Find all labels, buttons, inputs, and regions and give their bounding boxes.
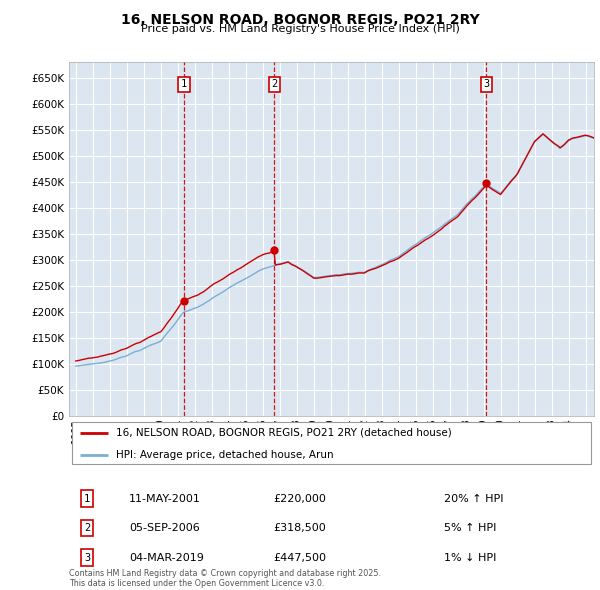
Text: 16, NELSON ROAD, BOGNOR REGIS, PO21 2RY: 16, NELSON ROAD, BOGNOR REGIS, PO21 2RY: [121, 13, 479, 27]
Text: 04-MAR-2019: 04-MAR-2019: [129, 553, 204, 562]
Text: HPI: Average price, detached house, Arun: HPI: Average price, detached house, Arun: [116, 450, 334, 460]
Text: 3: 3: [484, 79, 490, 89]
Text: £220,000: £220,000: [274, 494, 326, 503]
Text: 5% ↑ HPI: 5% ↑ HPI: [444, 523, 496, 533]
Text: 2: 2: [271, 79, 277, 89]
Text: Price paid vs. HM Land Registry's House Price Index (HPI): Price paid vs. HM Land Registry's House …: [140, 24, 460, 34]
Text: 1% ↓ HPI: 1% ↓ HPI: [444, 553, 496, 562]
Text: £447,500: £447,500: [274, 553, 326, 562]
Text: 1: 1: [84, 494, 90, 503]
Text: 2: 2: [84, 523, 90, 533]
Text: 16, NELSON ROAD, BOGNOR REGIS, PO21 2RY (detached house): 16, NELSON ROAD, BOGNOR REGIS, PO21 2RY …: [116, 428, 452, 438]
Text: 20% ↑ HPI: 20% ↑ HPI: [444, 494, 503, 503]
Text: £318,500: £318,500: [274, 523, 326, 533]
Text: Contains HM Land Registry data © Crown copyright and database right 2025.
This d: Contains HM Land Registry data © Crown c…: [69, 569, 381, 588]
Text: 11-MAY-2001: 11-MAY-2001: [129, 494, 201, 503]
FancyBboxPatch shape: [71, 422, 592, 464]
Text: 05-SEP-2006: 05-SEP-2006: [129, 523, 200, 533]
Text: 3: 3: [84, 553, 90, 562]
Text: 1: 1: [181, 79, 187, 89]
